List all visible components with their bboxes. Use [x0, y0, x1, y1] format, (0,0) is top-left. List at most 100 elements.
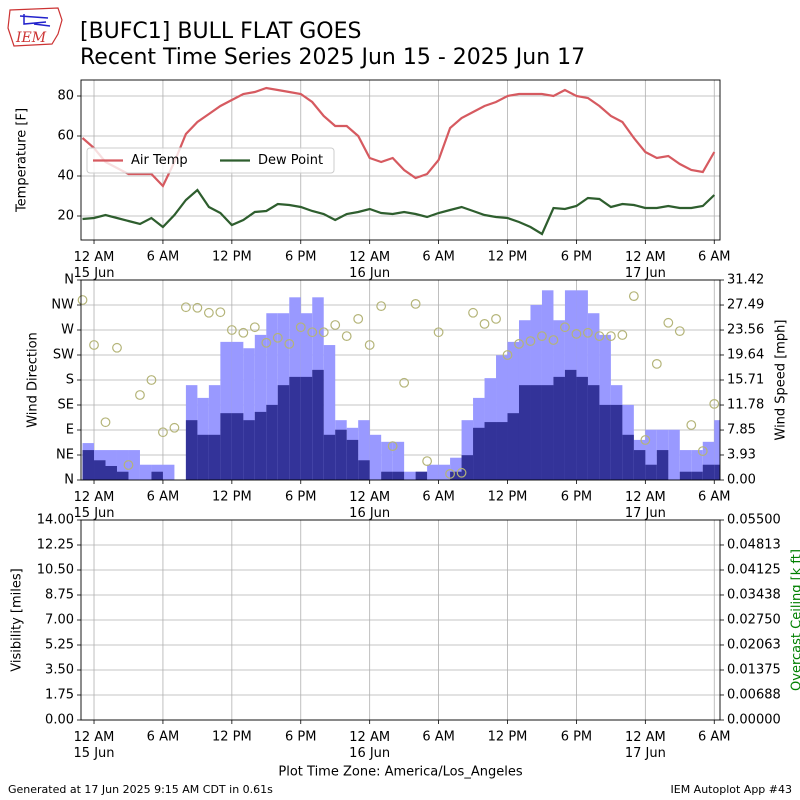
bar — [473, 427, 485, 480]
y2-axis-label: Wind Speed [mph] — [774, 320, 789, 441]
y-tick-label: 10.50 — [37, 563, 74, 578]
bar — [162, 464, 175, 480]
point — [514, 338, 524, 349]
bar — [94, 460, 106, 480]
y-tick-label: 5.25 — [45, 638, 74, 653]
point — [537, 331, 547, 342]
bar — [691, 450, 703, 480]
y2-tick-label: 0.02750 — [727, 613, 781, 628]
bar — [587, 385, 600, 480]
point — [663, 317, 674, 328]
logo-lines — [19, 14, 51, 27]
bar — [679, 450, 692, 480]
x-tick-label: 12 AM 17 Jun — [625, 250, 666, 281]
bar — [633, 450, 646, 480]
y-tick-label: N — [64, 473, 74, 488]
y-tick-label: NE — [56, 448, 74, 463]
point — [169, 422, 180, 433]
y-tick-label: 8.75 — [45, 588, 74, 603]
bar — [599, 404, 611, 480]
y2-tick-label: 0.00000 — [727, 713, 781, 728]
point — [100, 417, 111, 428]
y2-tick-label: 31.42 — [727, 273, 764, 288]
bar — [116, 450, 129, 480]
bar — [277, 385, 290, 480]
series-group — [82, 290, 720, 480]
point — [272, 332, 283, 343]
bar — [254, 411, 267, 480]
point — [353, 313, 364, 324]
y2-tick-label: 19.64 — [727, 347, 764, 362]
x-tick-label: 6 PM — [561, 490, 592, 505]
panel: 12 AM 15 Jun 6 AM 12 PM 6 PM 12 AM 16 Jun 6 AM 1… — [26, 273, 789, 521]
point — [422, 456, 433, 467]
x-tick-label: 6 PM — [285, 730, 316, 745]
chart-title: [BUFC1] BULL FLAT GOES — [80, 19, 362, 44]
bar — [358, 420, 370, 480]
panel: 12 AM 15 Jun 6 AM 12 PM 6 PM 12 AM 16 Jun 6 AM 1… — [15, 79, 731, 281]
point — [249, 322, 260, 333]
point — [226, 325, 237, 335]
y-tick-label: 12.25 — [37, 538, 74, 553]
x-tick-label: 12 AM 15 Jun — [74, 490, 115, 521]
bar — [461, 420, 474, 480]
y-tick-label: 0.00 — [45, 713, 74, 728]
x-tick-label: 12 PM — [488, 730, 528, 745]
point — [560, 322, 570, 333]
bar — [254, 334, 267, 480]
bar — [427, 464, 439, 480]
line — [81, 86, 716, 188]
x-tick-label: 6 AM — [422, 250, 455, 265]
y-tick-label: E — [66, 423, 74, 438]
bar — [668, 429, 680, 480]
bar — [300, 376, 313, 480]
point — [617, 330, 628, 340]
point — [525, 336, 536, 347]
bar — [335, 429, 347, 480]
x-tick-label: 12 AM 15 Jun — [74, 730, 115, 761]
footer-right: IEM Autoplot App #43 — [671, 783, 793, 796]
bar — [691, 471, 703, 480]
x-tick-label: 6 AM — [422, 490, 455, 505]
y2-tick-label: 0.00 — [727, 473, 756, 488]
x-tick-label: 6 PM — [561, 250, 592, 265]
y-tick-label: 3.50 — [45, 663, 74, 678]
x-tick-label: 12 PM — [212, 730, 252, 745]
bar — [220, 413, 232, 480]
point — [307, 327, 318, 338]
bar — [220, 341, 232, 480]
point — [215, 307, 226, 318]
point — [135, 390, 145, 400]
bar — [679, 471, 692, 480]
bar — [541, 385, 554, 480]
bar — [622, 434, 634, 480]
point — [709, 398, 720, 409]
x-tick-label: 12 PM — [488, 250, 528, 265]
bar — [507, 413, 519, 480]
bar — [450, 457, 462, 480]
y-tick-label: 20 — [57, 209, 74, 224]
y2-tick-label: 0.03438 — [727, 587, 781, 602]
bar — [381, 441, 393, 480]
logo: IEM — [7, 7, 63, 47]
plot-frame — [80, 279, 721, 481]
bar — [312, 369, 324, 480]
y2-tick-label: 7.85 — [727, 423, 756, 438]
bar — [645, 429, 657, 480]
y2-axis-label: Overcast Ceiling [k ft] — [790, 549, 800, 691]
bar — [714, 420, 720, 480]
x-tick-label: 6 AM — [422, 730, 455, 745]
point — [112, 342, 122, 353]
x-tick-label: 6 AM — [698, 730, 731, 745]
bar — [116, 471, 129, 480]
bar — [484, 422, 497, 480]
x-tick-label: 12 AM 16 Jun — [349, 730, 390, 761]
series-group — [81, 86, 716, 236]
x-tick-label: 12 AM 16 Jun — [349, 490, 390, 521]
bar — [151, 471, 163, 480]
y2-tick-label: 11.78 — [727, 398, 764, 413]
bar — [450, 471, 462, 480]
y-tick-label: 7.00 — [45, 613, 74, 628]
x-tick-label: 12 AM 17 Jun — [625, 730, 666, 761]
